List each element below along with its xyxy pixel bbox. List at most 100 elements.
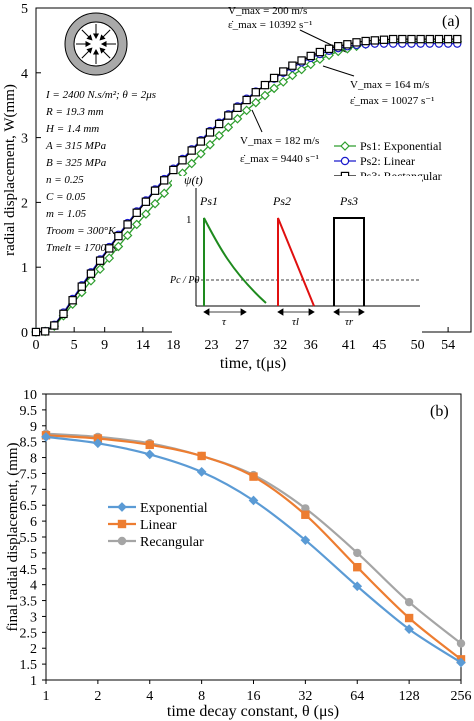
data-point-s0 [232, 113, 243, 124]
data-point-s2 [68, 296, 77, 305]
data-point-s2 [242, 95, 251, 105]
data-point-s0 [352, 581, 363, 592]
data-point-s0 [250, 97, 261, 108]
legend-label-1: Linear [140, 518, 177, 533]
pressure-arrowhead [86, 47, 93, 54]
parameter-line: H = 1.4 mm [45, 123, 99, 135]
data-point-s0 [214, 130, 225, 141]
data-point-s2 [150, 186, 160, 195]
data-point-s0 [141, 209, 151, 219]
data-point-s2 [141, 197, 151, 206]
data-point-s0 [93, 438, 103, 449]
legend-marker-2 [117, 536, 127, 546]
x-tick-label: 8 [198, 689, 205, 704]
parameter-line: n = 0.25 [46, 174, 84, 186]
data-point-s2 [251, 88, 260, 97]
y-tick-label: 5 [30, 547, 37, 562]
data-point-s1 [404, 613, 414, 623]
parameter-line: A = 315 MPa [45, 140, 107, 152]
pulse-shape-inset: ψ(t) 1 Pc / P0 Ps1 Ps2 Ps3 τ τl [169, 173, 422, 334]
data-point-s2 [269, 73, 279, 83]
pressure-arrowhead [99, 34, 106, 41]
data-point-s2 [40, 327, 50, 336]
data-point-s2 [370, 36, 380, 45]
y-tick-label: 2 [30, 642, 37, 657]
series-line-1 [45, 434, 462, 661]
pulse-label-ps1: Ps1 [199, 194, 218, 208]
x-tick-label: 64 [350, 689, 364, 704]
data-point-s2 [196, 137, 206, 146]
pulse-width-label-ps1: τ [222, 316, 227, 328]
pulse-width-label-ps3: τr [345, 316, 354, 328]
x-tick-label: 45 [372, 338, 386, 353]
panel-b-ylabel: final radial displacement, (mm) [5, 442, 21, 631]
series-line-2 [45, 432, 462, 645]
pulse-width-tau-r [333, 308, 365, 316]
pulse-ps3 [333, 217, 365, 306]
y-tick-label: 6.5 [20, 499, 38, 514]
parameter-line: Tmelt = 1700°K [46, 242, 118, 254]
data-point-s2 [306, 51, 315, 61]
data-point-s2 [407, 34, 416, 44]
panel-a-xlabel: time, t(μs) [220, 355, 286, 372]
y-tick-label: 0 [21, 326, 28, 341]
data-point-s0 [95, 264, 105, 274]
pulse-ps2 [277, 217, 315, 307]
x-tick-label: 50 [411, 338, 425, 353]
panel-a-ylabel: radial displacement, W(mm) [2, 84, 18, 256]
x-tick-label: 256 [451, 689, 472, 704]
pulse-width-tau-l [277, 308, 315, 316]
series-line-0 [45, 435, 462, 664]
data-point-s2 [132, 208, 141, 217]
data-point-s2 [160, 176, 169, 185]
pressure-arrowhead [86, 34, 93, 41]
data-point-s2 [123, 220, 132, 229]
data-point-s0 [144, 449, 155, 460]
x-tick-label: 2 [94, 689, 101, 704]
pressure-arrowhead [99, 47, 106, 54]
data-point-s2 [297, 56, 306, 65]
data-point-s2 [361, 36, 370, 46]
x-tick-label: 23 [205, 338, 219, 353]
data-point-s2 [456, 639, 466, 648]
x-tick-label: 54 [441, 338, 455, 353]
data-point-s1 [249, 472, 258, 481]
data-point-s0 [456, 657, 466, 668]
data-point-s0 [122, 230, 133, 241]
y-tick-label: 5 [21, 2, 28, 17]
data-point-s0 [104, 253, 115, 263]
y-tick-label: 5.5 [20, 531, 38, 546]
x-tick-label: 0 [33, 338, 40, 353]
x-tick-label: 32 [273, 338, 287, 353]
y-tick-label: 3.5 [20, 595, 38, 610]
legend-label-1: Ps2: Linear [360, 154, 415, 168]
data-point-s2 [288, 61, 297, 70]
data-point-s2 [334, 42, 343, 51]
data-point-s0 [296, 64, 307, 75]
data-point-s2 [169, 165, 178, 175]
data-point-s0 [150, 198, 160, 209]
data-point-s2 [404, 597, 414, 607]
legend-label-0: Exponential [140, 501, 208, 516]
data-point-s2 [224, 111, 233, 120]
x-tick-label: 1 [43, 689, 50, 704]
parameter-line: Troom = 300°K [46, 225, 116, 237]
data-point-s2 [434, 34, 444, 44]
data-point-s2 [279, 67, 288, 76]
data-point-s0 [223, 122, 234, 133]
data-point-s2 [233, 103, 242, 112]
annotation-200: V_max = 200 m/s ε̇_max = 10392 s⁻¹ [228, 5, 347, 53]
pressure-arrowhead [92, 33, 100, 40]
panel-b-xlabel: time decay constant, θ (μs) [167, 703, 339, 720]
data-point-s0 [248, 495, 259, 506]
pressure-arrowhead [100, 40, 107, 48]
pressure-arrowhead [92, 48, 100, 55]
annotation-vmax-164: V_max = 164 m/s [350, 79, 429, 91]
data-point-s1 [197, 451, 206, 461]
parameter-line: I = 2400 N.s/m²; θ = 2μs [45, 89, 156, 101]
inset-threshold-label: Pc / P0 [169, 275, 199, 286]
data-point-s2 [260, 80, 270, 90]
data-point-s0 [186, 158, 197, 169]
